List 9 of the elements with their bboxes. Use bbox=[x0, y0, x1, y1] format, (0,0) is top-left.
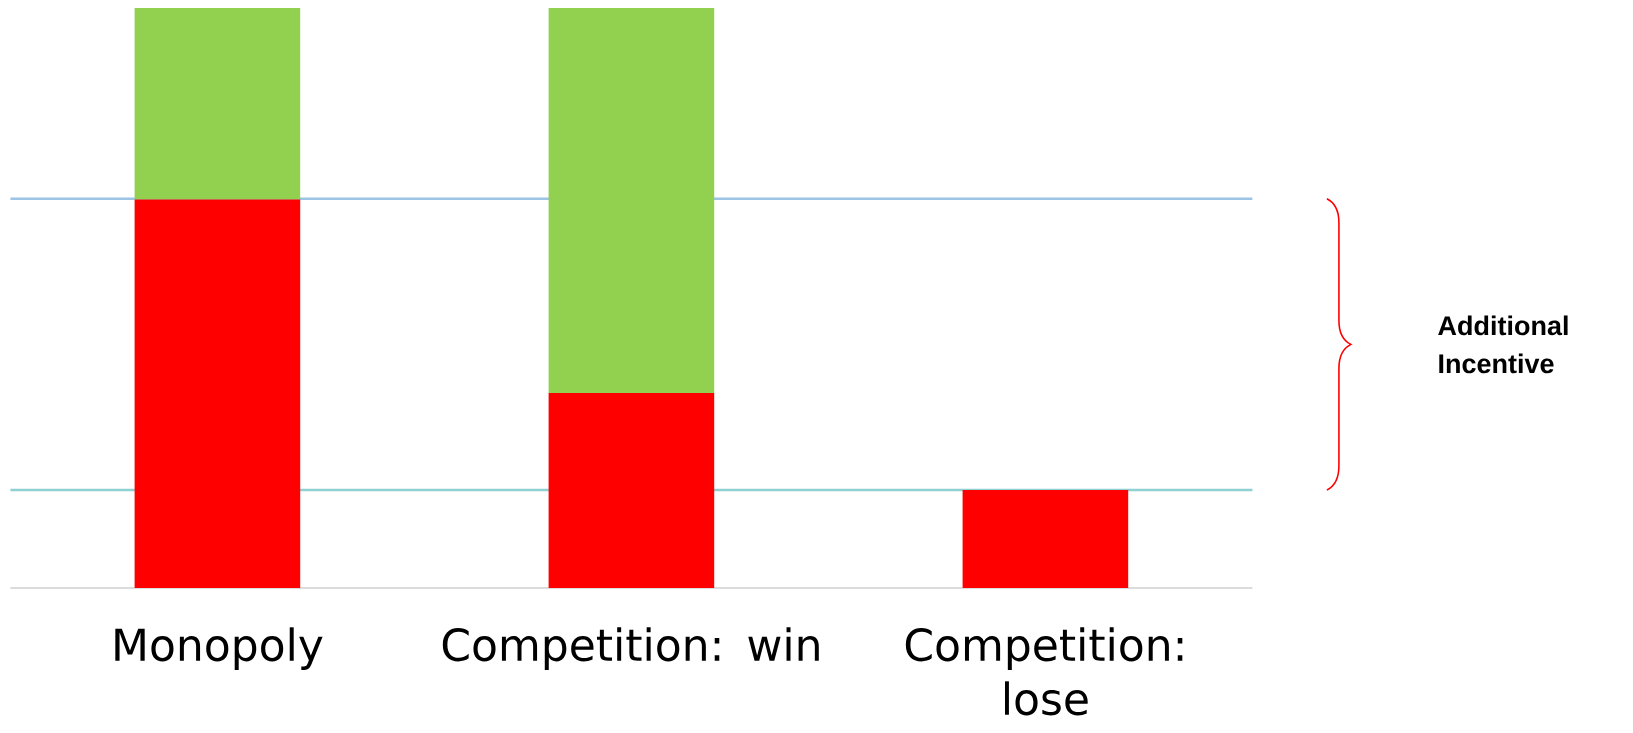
x-tick-label: Monopoly bbox=[115, 627, 323, 670]
bar bbox=[134, 199, 301, 588]
x-tick-label: Competition: win bbox=[442, 627, 819, 670]
bar bbox=[548, 393, 715, 588]
bar bbox=[962, 489, 1129, 588]
bar bbox=[548, 7, 715, 394]
text: Additional Incentive bbox=[1438, 315, 1568, 374]
x-tick-label: Competition: lose bbox=[905, 627, 1183, 716]
bar bbox=[134, 7, 301, 200]
